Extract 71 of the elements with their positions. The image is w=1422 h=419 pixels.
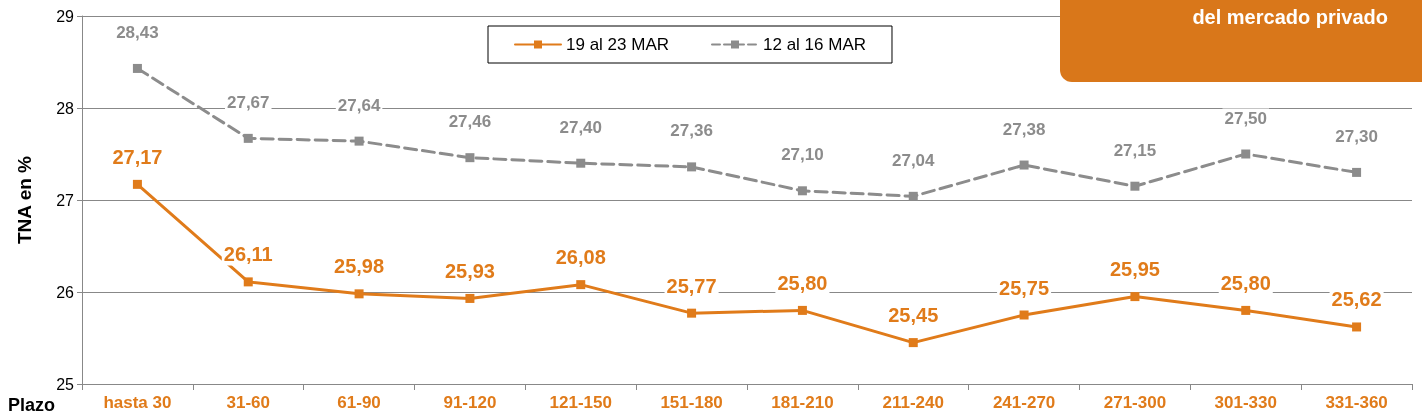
point (354, 136, 364, 146)
data-label: 27,46 (448, 112, 492, 132)
data-label: 27,30 (1335, 126, 1378, 146)
data-label: 25,80 (777, 271, 828, 294)
point (1130, 292, 1140, 302)
point (465, 293, 475, 303)
data-label: 27,38 (1002, 119, 1046, 139)
data-label: 25,77 (666, 274, 717, 297)
data-label: 27,04 (891, 150, 936, 170)
y-axis-title: TNA en % (14, 155, 35, 244)
x-tick-label: 61-90 (337, 393, 381, 412)
x-axis-title: Plazo (8, 395, 56, 415)
point (132, 63, 142, 73)
data-label: 25,75 (999, 276, 1050, 299)
point (687, 162, 697, 172)
legend-label: 19 al 23 MAR (566, 35, 669, 54)
legend-label: 12 al 16 MAR (763, 35, 866, 54)
data-label: 25,98 (334, 255, 385, 278)
data-label: 27,10 (781, 145, 824, 165)
x-tick-label: 331-360 (1325, 393, 1388, 412)
banner: del mercado privado (1060, 0, 1422, 82)
data-label: 27,17 (112, 145, 163, 168)
point (908, 338, 918, 348)
point (354, 289, 364, 299)
data-label: 27,67 (226, 92, 270, 112)
point (687, 308, 697, 318)
point (1241, 149, 1251, 159)
data-label: 27,15 (1113, 140, 1157, 160)
x-tick-label: 151-180 (660, 393, 723, 412)
point (797, 186, 807, 196)
y-tick-label: 26 (56, 283, 75, 301)
data-label: 25,93 (444, 259, 495, 282)
point (1130, 181, 1140, 191)
x-tick-label: 271-300 (1103, 393, 1167, 412)
data-label: 28,43 (116, 22, 159, 42)
point (1019, 160, 1029, 170)
x-tick-label: 301-330 (1214, 393, 1277, 412)
data-label: 26,11 (223, 243, 273, 266)
point (132, 179, 142, 189)
x-tick-label: 181-210 (771, 393, 834, 412)
data-label: 25,45 (888, 304, 939, 327)
x-tick-label: 91-120 (443, 393, 497, 412)
chart-title: del mercado privado (1192, 6, 1388, 29)
point (576, 158, 586, 168)
point (908, 191, 918, 201)
y-tick-label: 25 (56, 375, 75, 393)
x-tick-label: hasta 30 (103, 393, 172, 412)
data-label: 27,40 (559, 117, 603, 137)
data-label: 26,08 (555, 246, 606, 269)
x-tick-label: 31-60 (226, 393, 270, 412)
point (1019, 310, 1029, 320)
data-label: 27,36 (670, 121, 713, 141)
point (243, 277, 253, 287)
data-label: 25,95 (1109, 258, 1160, 281)
x-tick-label: 241-270 (992, 393, 1056, 412)
y-tick-label: 29 (56, 7, 75, 25)
point (1241, 305, 1251, 315)
point (1352, 322, 1362, 332)
x-tick-label: 211-240 (882, 393, 944, 412)
data-label: 27,50 (1224, 108, 1268, 128)
point (243, 133, 253, 143)
data-label: 25,80 (1220, 271, 1271, 294)
data-label: 25,62 (1331, 288, 1382, 311)
point (1352, 167, 1362, 177)
point (576, 280, 586, 290)
point (465, 153, 475, 163)
data-label: 27,64 (337, 95, 381, 115)
x-tick-label: 121-150 (549, 393, 612, 412)
y-tick-label: 27 (56, 191, 75, 209)
y-tick-label: 28 (56, 99, 75, 117)
point (797, 305, 807, 315)
